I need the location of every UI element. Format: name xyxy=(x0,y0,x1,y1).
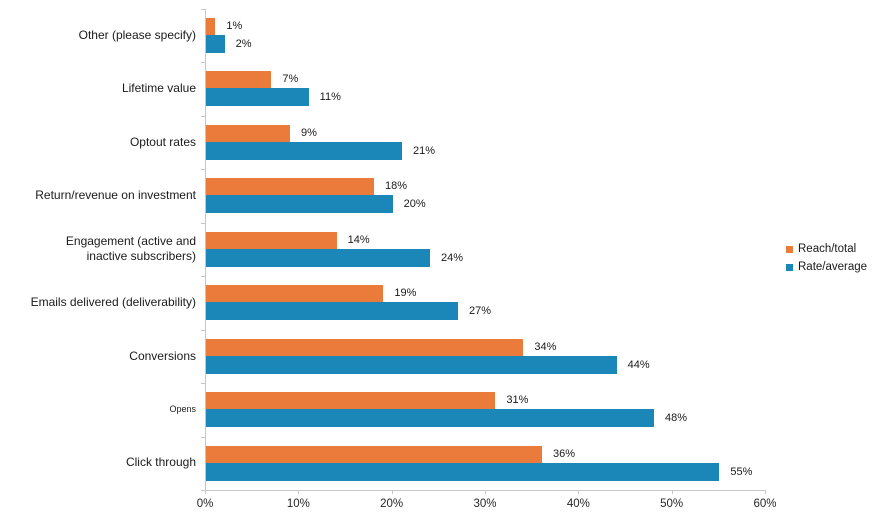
bar-reach-total xyxy=(206,71,272,89)
bar-reach-total xyxy=(206,18,216,35)
x-axis-tick xyxy=(205,490,206,494)
x-axis-tick xyxy=(485,490,486,494)
bar-rate-average xyxy=(206,409,654,428)
bar-reach-total xyxy=(206,231,337,249)
x-axis-tick xyxy=(671,490,673,494)
bar-value-label: 44% xyxy=(627,358,650,371)
legend-label: Rate/average xyxy=(798,261,868,273)
y-axis-line xyxy=(205,9,206,490)
bar-value-label: 1% xyxy=(226,20,243,32)
rate-average-swatch-icon xyxy=(786,263,793,271)
x-axis-tick xyxy=(391,490,393,494)
x-axis-tick-label: 10% xyxy=(286,498,310,510)
bar-rate-average xyxy=(206,88,309,107)
x-axis-tick-label: 30% xyxy=(473,498,497,510)
y-axis-tick xyxy=(201,330,205,331)
bar-value-label: 34% xyxy=(534,340,557,353)
bar-value-label: 19% xyxy=(394,287,417,300)
y-axis-tick xyxy=(201,437,205,438)
y-axis-tick xyxy=(201,223,205,224)
bar-reach-total xyxy=(206,445,542,463)
y-axis-tick xyxy=(201,62,205,63)
category-label: Conversions xyxy=(129,348,196,363)
bar-value-label: 11% xyxy=(319,91,341,104)
y-axis-tick xyxy=(201,9,205,10)
bar-reach-total xyxy=(206,124,290,142)
bar-rate-average xyxy=(206,248,430,267)
category-labels: Other (please specify) Lifetime value Opto… xyxy=(0,9,196,490)
y-axis-tick xyxy=(201,169,205,170)
bar-rate-average xyxy=(206,302,458,321)
x-axis-tick xyxy=(298,490,300,494)
bar-value-label: 31% xyxy=(506,394,529,407)
x-axis-tick-label: 40% xyxy=(566,498,590,510)
bar-value-label: 20% xyxy=(403,198,426,211)
category-label: Lifetime value xyxy=(121,81,196,96)
category-label: Engagement (active and inactive subscrib… xyxy=(65,233,196,264)
bar-value-label: 7% xyxy=(282,73,299,86)
bar-rate-average xyxy=(206,195,393,214)
y-axis-tick xyxy=(201,276,205,277)
bar-reach-total xyxy=(206,178,374,196)
bar-value-label: 9% xyxy=(301,126,317,139)
x-axis-tick-label: 0% xyxy=(196,498,214,510)
bar-value-label: 14% xyxy=(347,233,370,246)
category-label: Emails delivered (deliverability) xyxy=(30,295,196,310)
bar-reach-total xyxy=(206,392,496,410)
category-label: Other (please specify) xyxy=(78,27,196,42)
x-axis-tick-label: 50% xyxy=(660,498,684,510)
reach-total-swatch-icon xyxy=(786,245,793,253)
bar-rate-average xyxy=(206,35,225,53)
y-axis-tick xyxy=(201,116,205,117)
category-label: Opens xyxy=(169,403,196,414)
category-label: Optout rates xyxy=(129,134,196,149)
bar-rate-average xyxy=(206,462,720,481)
bar-reach-total xyxy=(206,285,384,303)
legend: Reach/total Rate/average xyxy=(786,243,867,279)
bar-reach-total xyxy=(206,338,524,356)
bar-value-label: 27% xyxy=(469,305,492,318)
x-axis-tick xyxy=(765,490,766,494)
category-label: Click through xyxy=(125,455,196,470)
x-axis-tick-label: 20% xyxy=(380,498,404,510)
bar-value-label: 2% xyxy=(235,38,252,50)
category-label: Return/revenue on investment xyxy=(35,188,196,203)
bar-value-label: 36% xyxy=(553,447,576,460)
legend-item-rate-average: Rate/average xyxy=(786,261,867,273)
bar-value-label: 48% xyxy=(665,412,688,425)
legend-label: Reach/total xyxy=(798,243,857,255)
bar-rate-average xyxy=(206,355,617,374)
x-axis-tick xyxy=(578,490,580,494)
y-axis-tick xyxy=(201,490,205,491)
y-axis-tick xyxy=(201,383,205,384)
bar-value-label: 24% xyxy=(441,251,464,264)
bar-rate-average xyxy=(206,141,402,160)
plot-area: 1% 2% 7% 11% 9% 21% 18% 20% 14% 24% 19% 27% 34% 44% 31… xyxy=(197,9,777,510)
bar-value-label: 21% xyxy=(413,144,436,157)
x-axis-tick-label: 60% xyxy=(753,498,777,510)
bar-value-label: 55% xyxy=(730,465,753,478)
bar-value-label: 18% xyxy=(385,180,408,193)
legend-item-reach-total: Reach/total xyxy=(786,243,867,255)
